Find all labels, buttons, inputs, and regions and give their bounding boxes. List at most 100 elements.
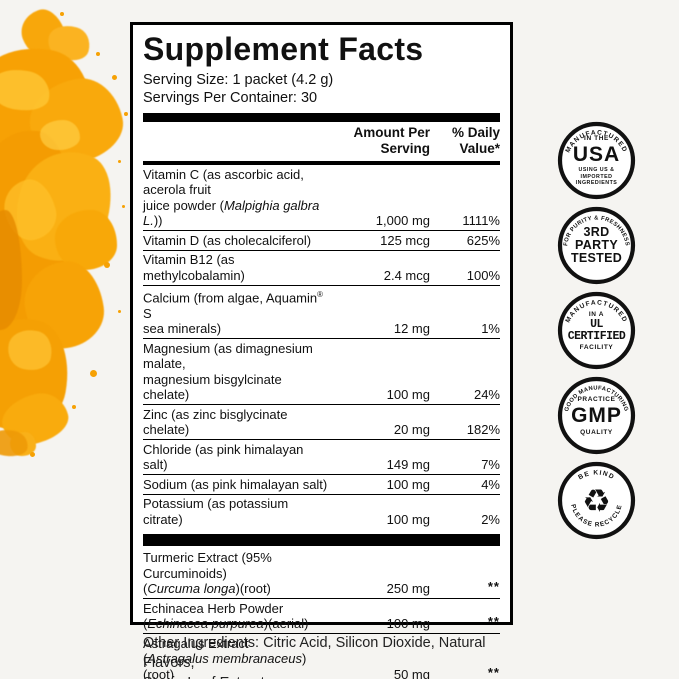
powder-blob (0, 40, 100, 166)
nutrient-name: Turmeric Extract (95% Curcuminoids) (Curc… (143, 550, 272, 597)
badge-ring: FOR PURITY & FRESHNESS (557, 206, 636, 285)
nutrient-name: Zinc (as zinc bisglycinate chelate) (143, 406, 288, 438)
daily-value: ** (487, 614, 500, 630)
powder-speck (118, 310, 121, 313)
badge-text-line: GMP (571, 403, 622, 427)
badge-made-in-usa: MANUFACTURED IN THE USA USING US & IMPORTED… (557, 121, 636, 200)
powder-blob (0, 387, 74, 451)
daily-value: 2% (481, 511, 500, 527)
nutrient-name: Sodium (as pink himalayan salt) (143, 476, 328, 492)
nutrient-name: Astragalus Extract (Astragalus membranace… (143, 635, 307, 679)
nutrient-name: Potassium (as potassium citrate) (143, 496, 289, 527)
powder-blob (55, 210, 117, 270)
powder-blob (4, 325, 56, 375)
nutrient-row: Vitamin B12 (as methylcobalamin) 2.4 mcg 1… (143, 249, 500, 285)
turmeric-powder-image (0, 0, 140, 470)
badge-gmp: GOOD MANUFACTURING PRACTICE GMP QUALITY (557, 376, 636, 455)
table-header: Amount Per Serving % Daily Value* (143, 122, 500, 161)
amount-value: 12 mg (393, 321, 430, 337)
powder-blob (0, 210, 22, 330)
minerals-rows: Vitamin C (as ascorbic acid, acerola fru… (143, 165, 500, 529)
other-ingredients: Other Ingredients: Citric Acid, Silicon … (143, 635, 486, 679)
badge-text-line: CERTIFIED (567, 329, 626, 343)
nutrient-row: Vitamin D (as cholecalciferol) 125 mcg 625… (143, 230, 500, 250)
nutrient-row: Potassium (as potassium citrate) 100 mg 2% (143, 493, 500, 529)
powder-blob (0, 310, 77, 438)
amount-value: 149 mg (386, 457, 430, 473)
daily-value: 182% (466, 422, 500, 438)
badge-text: PRACTICE GMP QUALITY (557, 376, 636, 455)
badge-text-line: 3RD (583, 225, 610, 239)
amount-value: 100 mg (386, 387, 430, 403)
badge-text: IN A UL CERTIFIED FACILITY (557, 291, 636, 370)
powder-blob (0, 65, 54, 115)
badge-text-line: IN THE (584, 135, 609, 143)
nutrient-row: Magnesium (as dimagnesium malate, magnesi… (143, 338, 500, 404)
panel-title: Supplement Facts (143, 31, 424, 67)
powder-blob (44, 21, 94, 65)
badge-text-line: TESTED (570, 251, 623, 265)
daily-value: 1% (481, 321, 500, 337)
amount-per-serving-header: Amount Per Serving (353, 125, 430, 156)
badge-text-line: USING US & (578, 167, 615, 174)
amount-value: 1,000 mg (375, 213, 430, 228)
powder-blob (40, 120, 80, 150)
amount-value: 2.4 mcg (383, 267, 430, 283)
amount-value: 100 mg (386, 476, 430, 492)
powder-blob (19, 256, 109, 354)
divider-medium (143, 161, 500, 165)
powder-blob (0, 174, 62, 246)
powder-blob (1, 137, 127, 275)
daily-value: ** (487, 664, 500, 679)
powder-blob (0, 427, 30, 459)
badge-text-line: PRACTICE (577, 395, 616, 403)
powder-speck (60, 12, 64, 16)
daily-value: 625% (466, 232, 500, 248)
powder-speck (104, 262, 110, 268)
badge-ring: MANUFACTURED (557, 291, 636, 370)
nutrient-name: Chloride (as pink himalayan salt) (143, 441, 304, 473)
powder-blob (15, 4, 71, 62)
amount-value: 125 mcg (380, 232, 430, 248)
badge-text: IN THE USA USING US & IMPORTED INGREDIENTS (557, 121, 636, 200)
amount-value: 100 mg (386, 511, 430, 527)
serving-size: Serving Size: 1 packet (4.2 g) (143, 72, 334, 88)
powder-speck (96, 52, 100, 56)
daily-value: ** (487, 579, 500, 595)
botanicals-rows: Turmeric Extract (95% Curcuminoids) (Curc… (143, 549, 500, 679)
powder-speck (30, 452, 35, 457)
badge-3rd-party-tested: FOR PURITY & FRESHNESS 3RD PARTY TESTED (557, 206, 636, 285)
badge-ring: GOOD MANUFACTURING (557, 376, 636, 455)
daily-value: 24% (473, 387, 500, 403)
badge-text: 3RD PARTY TESTED (557, 206, 636, 285)
amount-value: 100 mg (386, 616, 430, 632)
badge-text-line: PARTY (575, 238, 618, 252)
nutrient-name: Echinacea Herb Powder (Echinacea purpurea… (143, 600, 309, 632)
certification-badges: MANUFACTURED IN THE USA USING US & IMPORTED… (557, 121, 636, 540)
divider-thick (143, 113, 500, 122)
divider-thick (143, 533, 500, 546)
amount-value: 20 mg (393, 422, 430, 438)
powder-speck (118, 160, 121, 163)
badge-text-line: QUALITY (580, 428, 613, 436)
nutrient-name: Vitamin D (as cholecalciferol) (143, 232, 312, 248)
nutrient-row: Chloride (as pink himalayan salt) 149 mg 7… (143, 439, 500, 474)
powder-speck (72, 405, 76, 409)
amount-value: 50 mg (393, 666, 430, 679)
nutrient-row: Echinacea Herb Powder (Echinacea purpurea… (143, 598, 500, 633)
daily-value: 100% (466, 267, 500, 283)
badge-text-line: UL (590, 317, 603, 331)
badge-ul-certified: MANUFACTURED IN A UL CERTIFIED FACILITY (557, 291, 636, 370)
powder-blob (22, 71, 130, 171)
nutrient-row: Vitamin C (as ascorbic acid, acerola fru… (143, 165, 500, 230)
powder-speck (122, 205, 125, 208)
nutrient-row: Sodium (as pink himalayan salt) 100 mg 4% (143, 474, 500, 494)
powder-blob (0, 126, 82, 334)
daily-value: 4% (481, 476, 500, 492)
amount-value: 250 mg (386, 581, 430, 597)
badge-ring: MANUFACTURED (557, 121, 636, 200)
badge-text-line: USA (572, 143, 621, 167)
